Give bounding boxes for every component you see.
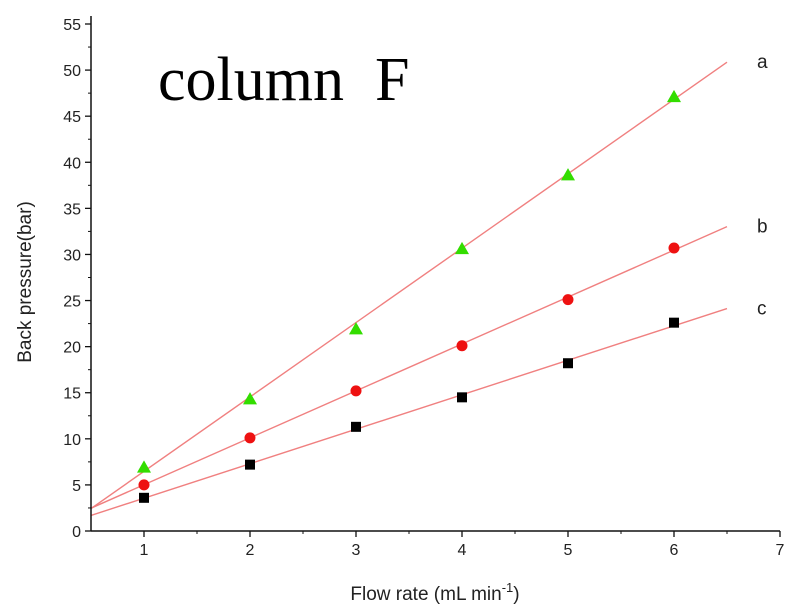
y-tick-label-5: 5 <box>72 478 81 495</box>
x-axis-ticks: 1 2 3 4 5 6 7 <box>140 531 785 559</box>
y-tick-label-35: 35 <box>63 201 81 218</box>
fit-line-b <box>90 226 728 509</box>
x-tick-label-3: 3 <box>352 542 361 559</box>
y-tick-label-40: 40 <box>63 155 81 172</box>
point-b-4 <box>456 340 468 352</box>
y-tick-label-15: 15 <box>63 386 81 403</box>
x-tick-label-7: 7 <box>776 542 785 559</box>
data-markers <box>137 89 681 503</box>
point-b-5 <box>562 294 574 306</box>
series-label-c: c <box>757 299 767 320</box>
point-b-6 <box>668 242 680 254</box>
point-c-1 <box>139 492 149 503</box>
point-c-6 <box>669 317 679 328</box>
y-tick-label-30: 30 <box>63 247 81 264</box>
x-axis-title-end: ) <box>513 584 519 605</box>
series-labels: a b c <box>757 52 768 319</box>
x-tick-label-1: 1 <box>140 542 149 559</box>
y-tick-label-55: 55 <box>63 17 81 34</box>
y-tick-label-50: 50 <box>63 63 81 80</box>
point-a-3 <box>349 322 363 335</box>
y-tick-label-25: 25 <box>63 294 81 311</box>
point-c-5 <box>563 358 573 369</box>
point-a-2 <box>243 392 257 405</box>
x-tick-label-6: 6 <box>670 542 679 559</box>
y-axis-ticks: 0 5 10 15 20 25 30 35 40 45 50 55 <box>63 17 91 541</box>
point-b-1 <box>138 479 150 491</box>
point-c-2 <box>245 459 255 470</box>
x-axis-title: Flow rate (mL min-1) <box>350 580 519 605</box>
x-axis-title-superscript: -1 <box>502 580 514 595</box>
fit-line-c <box>90 307 728 517</box>
y-tick-label-10: 10 <box>63 432 81 449</box>
y-tick-label-0: 0 <box>72 524 81 541</box>
x-tick-label-5: 5 <box>564 542 573 559</box>
point-a-5 <box>561 168 575 181</box>
series-label-b: b <box>757 217 768 238</box>
point-c-3 <box>351 421 361 432</box>
fit-line-a <box>90 61 728 510</box>
axes <box>90 16 780 532</box>
point-b-3 <box>350 385 362 397</box>
point-b-2 <box>244 432 256 444</box>
point-a-6 <box>667 89 681 103</box>
series-label-a: a <box>757 52 768 73</box>
y-axis-title: Back pressure(bar) <box>15 201 36 363</box>
x-tick-label-4: 4 <box>458 542 467 559</box>
fit-lines <box>90 61 728 517</box>
x-tick-label-2: 2 <box>246 542 255 559</box>
y-tick-label-20: 20 <box>63 340 81 357</box>
point-c-4 <box>457 392 467 403</box>
x-axis-title-main: Flow rate (mL min <box>350 584 501 605</box>
point-a-4 <box>455 241 469 255</box>
chart-title: column F <box>158 46 409 114</box>
point-a-1 <box>137 460 151 473</box>
y-tick-label-45: 45 <box>63 109 81 126</box>
